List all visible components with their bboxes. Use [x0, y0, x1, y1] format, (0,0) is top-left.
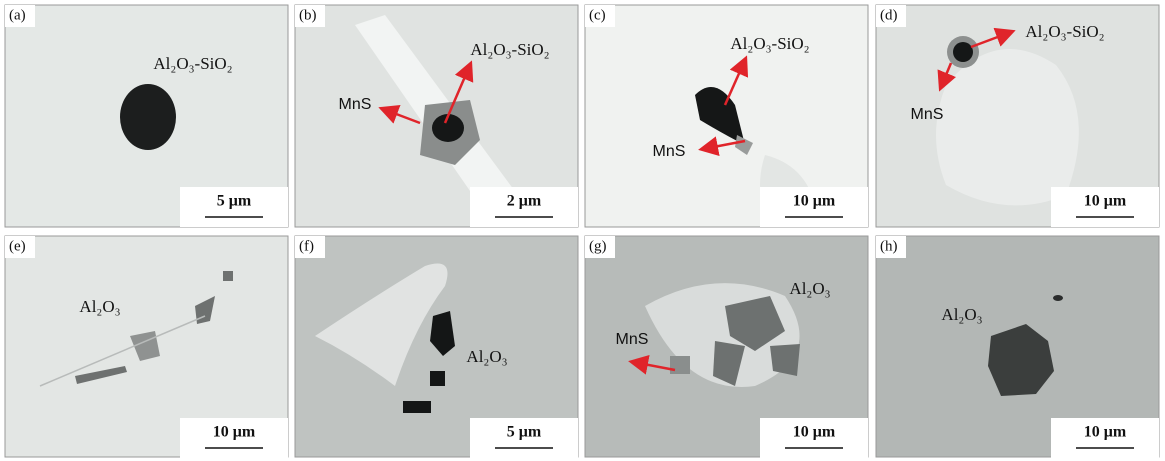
scale-bar-label: 10 μm [1084, 424, 1127, 441]
scale-bar-label: 10 μm [793, 193, 836, 210]
annotation: Al₂O₃-SiO₂ [153, 54, 232, 73]
panel-label: (b) [299, 7, 317, 23]
inclusion [953, 42, 973, 62]
mns-phase [670, 356, 690, 374]
annotation: MnS [339, 96, 372, 113]
figure: (a) Al₂O₃-SiO₂ 5 μm (b) Al₂O₃-SiO₂ MnS 2… [0, 0, 1165, 461]
panel: (b) Al₂O₃-SiO₂ MnS 2 μm [295, 5, 578, 227]
annotation: Al₂O₃-SiO₂ [470, 40, 549, 59]
panel-label: (g) [589, 238, 607, 254]
panel: (e) Al₂O₃ 10 μm [5, 236, 288, 458]
inclusion [120, 84, 176, 150]
panel: (c) Al₂O₃-SiO₂ MnS 10 μm [585, 5, 868, 227]
annotation: Al₂O₃ [466, 347, 507, 366]
scale-bar-label: 10 μm [793, 424, 836, 441]
annotation: MnS [911, 106, 944, 123]
annotation: Al₂O₃ [941, 305, 982, 324]
inclusion [430, 371, 445, 386]
panel-label: (d) [880, 7, 898, 23]
scale-bar-label: 10 μm [213, 424, 256, 441]
inclusion [223, 271, 233, 281]
scale-bar-label: 5 μm [507, 424, 542, 441]
annotation: Al₂O₃ [789, 279, 830, 298]
panel-label: (h) [880, 238, 898, 254]
annotation: Al₂O₃-SiO₂ [730, 34, 809, 53]
panel: (h) Al₂O₃ 10 μm [876, 236, 1159, 458]
panel-label: (a) [9, 7, 26, 23]
annotation: Al₂O₃ [79, 297, 120, 316]
annotation: Al₂O₃-SiO₂ [1025, 22, 1104, 41]
inclusion [403, 401, 431, 413]
inclusion [770, 344, 800, 376]
scale-bar-label: 2 μm [507, 193, 542, 210]
inclusion [1053, 295, 1063, 301]
panel: (a) Al₂O₃-SiO₂ 5 μm [5, 5, 288, 227]
annotation: MnS [653, 143, 686, 160]
panel: (f) Al₂O₃ 5 μm [295, 236, 578, 458]
panel-label: (c) [589, 7, 606, 23]
panel: (g) Al₂O₃ MnS 10 μm [585, 236, 868, 458]
scale-bar-label: 10 μm [1084, 193, 1127, 210]
panel: (d) Al₂O₃-SiO₂ MnS 10 μm [876, 5, 1159, 227]
panel-label: (e) [9, 238, 26, 254]
scale-bar-label: 5 μm [217, 193, 252, 210]
panel-label: (f) [299, 238, 314, 254]
annotation: MnS [616, 331, 649, 348]
